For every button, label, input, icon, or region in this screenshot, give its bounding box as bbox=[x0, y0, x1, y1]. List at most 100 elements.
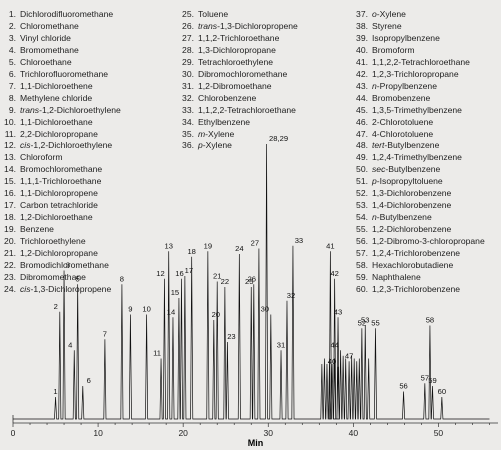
legend-number: 42. bbox=[356, 68, 368, 79]
legend-item: 35. m-Xylene bbox=[180, 129, 298, 141]
legend-compound-name: tert-Butylbenzene bbox=[372, 140, 440, 151]
legend-item: 38. Styrene bbox=[354, 21, 485, 33]
peak-label: 33 bbox=[295, 236, 303, 245]
legend-number: 15. bbox=[4, 176, 16, 187]
legend-compound-name: Tetrachloroethylene bbox=[198, 56, 274, 67]
legend-number: 52. bbox=[356, 188, 368, 199]
legend-item: 5. Chloroethane bbox=[2, 57, 121, 69]
legend-number: 58. bbox=[356, 260, 368, 271]
x-axis-label: Min bbox=[248, 438, 264, 448]
peak-label: 25 bbox=[245, 277, 253, 286]
peak-label: 55 bbox=[371, 318, 379, 327]
legend-item: 14. Bromochloromethane bbox=[2, 164, 121, 176]
legend-item: 55. 1,2-Dichlorobenzene bbox=[354, 224, 485, 236]
legend-number: 12. bbox=[4, 140, 16, 151]
legend-compound-name: Trichlorofluoromethane bbox=[20, 68, 109, 79]
legend-number: 32. bbox=[182, 92, 194, 103]
legend-compound-name: 1,2,3-Trichloropropane bbox=[372, 68, 459, 79]
legend-number: 19. bbox=[4, 224, 16, 235]
legend-number: 57. bbox=[356, 248, 368, 259]
peak-label: 17 bbox=[185, 266, 193, 275]
peak-label: 15 bbox=[171, 288, 179, 297]
legend-number: 27. bbox=[182, 32, 194, 43]
legend-item: 34. Ethylbenzene bbox=[180, 117, 298, 129]
peak-label: 56 bbox=[399, 382, 407, 391]
peak-label: 13 bbox=[164, 241, 172, 250]
legend-number: 10. bbox=[4, 116, 16, 127]
peak-label: 14 bbox=[167, 307, 175, 316]
legend-compound-name: 1,1,1-Trichloroethane bbox=[20, 176, 102, 187]
legend-number: 16. bbox=[4, 188, 16, 199]
legend-number: 20. bbox=[4, 236, 16, 247]
legend-number: 47. bbox=[356, 128, 368, 139]
legend-item: 37. o-Xylene bbox=[354, 9, 485, 21]
legend-number: 51. bbox=[356, 176, 368, 187]
legend-number: 23. bbox=[4, 271, 16, 282]
legend-compound-name: sec-Butylbenzene bbox=[372, 164, 441, 175]
legend-number: 53. bbox=[356, 200, 368, 211]
legend-item: 2. Chloromethane bbox=[2, 21, 121, 33]
legend-number: 7. bbox=[8, 80, 16, 91]
legend-compound-name: 1,1-Dichloroethane bbox=[20, 116, 93, 127]
peak-label: 9 bbox=[128, 305, 132, 314]
legend-number: 5. bbox=[8, 56, 16, 67]
legend-number: 28. bbox=[182, 44, 194, 55]
legend-number: 30. bbox=[182, 68, 194, 79]
legend-compound-name: Chloroform bbox=[20, 152, 63, 163]
legend-compound-name: cis-1,3-Dichloropropene bbox=[20, 283, 112, 294]
legend-number: 9. bbox=[8, 104, 16, 115]
legend-item: 3. Vinyl chloride bbox=[2, 33, 121, 45]
legend-column-2: 25. Toluene 26. trans-1,3-Dichloropropene 27… bbox=[180, 9, 298, 152]
peak-label: 19 bbox=[204, 241, 212, 250]
legend-item: 45. 1,3,5-Trimethylbenzene bbox=[354, 105, 485, 117]
legend-number: 37. bbox=[356, 9, 368, 19]
legend-compound-name: Chloroethane bbox=[20, 56, 72, 67]
legend-number: 18. bbox=[4, 212, 16, 223]
legend-number: 35. bbox=[182, 128, 194, 139]
legend-compound-name: 1,2-Dibromo-3-chloropropane bbox=[372, 236, 485, 247]
legend-item: 11. 2,2-Dichloropropane bbox=[2, 129, 121, 141]
legend-item: 56. 1,2-Dibromo-3-chloropropane bbox=[354, 236, 485, 248]
legend-compound-name: 1,4-Dichlorobenzene bbox=[372, 200, 452, 211]
legend-number: 46. bbox=[356, 116, 368, 127]
legend-item: 17. Carbon tetrachloride bbox=[2, 200, 121, 212]
legend-compound-name: 1,3-Dichloropropane bbox=[198, 44, 276, 55]
legend-item: 46. 2-Chlorotoluene bbox=[354, 117, 485, 129]
legend-number: 3. bbox=[8, 32, 16, 43]
legend-column-3: 37. o-Xylene 38. Styrene 39. Isopropylbenzene… bbox=[354, 9, 485, 296]
peak-label: 30 bbox=[261, 305, 269, 314]
legend-compound-name: Bromobenzene bbox=[372, 92, 431, 103]
peak-label: 11 bbox=[153, 349, 161, 358]
legend-compound-name: 1,1-Dichloroethene bbox=[20, 80, 93, 91]
legend-item: 32. Chlorobenzene bbox=[180, 93, 298, 105]
legend-compound-name: Methylene chloride bbox=[20, 92, 93, 103]
peak-label: 16 bbox=[175, 269, 183, 278]
legend-compound-name: 1,1,2-Trichloroethane bbox=[198, 32, 280, 43]
legend-item: 24. cis-1,3-Dichloropropene bbox=[2, 284, 121, 296]
legend-number: 17. bbox=[4, 200, 16, 211]
legend-item: 29. Tetrachloroethylene bbox=[180, 57, 298, 69]
legend-number: 26. bbox=[182, 20, 194, 31]
legend-number: 4. bbox=[8, 44, 16, 55]
legend-number: 14. bbox=[4, 164, 16, 175]
legend-compound-name: trans-1,2-Dichloroethylene bbox=[20, 104, 121, 115]
legend-item: 52. 1,3-Dichlorobenzene bbox=[354, 188, 485, 200]
legend-number: 38. bbox=[356, 20, 368, 31]
legend-compound-name: 1,2,4-Trimethylbenzene bbox=[372, 152, 462, 163]
legend-item: 48. tert-Butylbenzene bbox=[354, 140, 485, 152]
legend-item: 58. Hexachlorobutadiene bbox=[354, 260, 485, 272]
legend-item: 15. 1,1,1-Trichloroethane bbox=[2, 176, 121, 188]
peak-label: 26 bbox=[248, 274, 256, 283]
legend-item: 4. Bromomethane bbox=[2, 45, 121, 57]
peak-label: 6 bbox=[87, 376, 91, 385]
legend-item: 26. trans-1,3-Dichloropropene bbox=[180, 21, 298, 33]
legend-compound-name: Bromochloromethane bbox=[20, 164, 103, 175]
legend-number: 60. bbox=[356, 283, 368, 294]
legend-item: 22. Bromodichloromethane bbox=[2, 260, 121, 272]
legend-compound-name: Hexachlorobutadiene bbox=[372, 260, 454, 271]
legend-item: 1. Dichlorodifluoromethane bbox=[2, 9, 121, 21]
legend-column-1: 1. Dichlorodifluoromethane 2. Chloromethane… bbox=[2, 9, 121, 296]
legend-item: 18. 1,2-Dichloroethane bbox=[2, 212, 121, 224]
legend-item: 21. 1,2-Dichloropropane bbox=[2, 248, 121, 260]
